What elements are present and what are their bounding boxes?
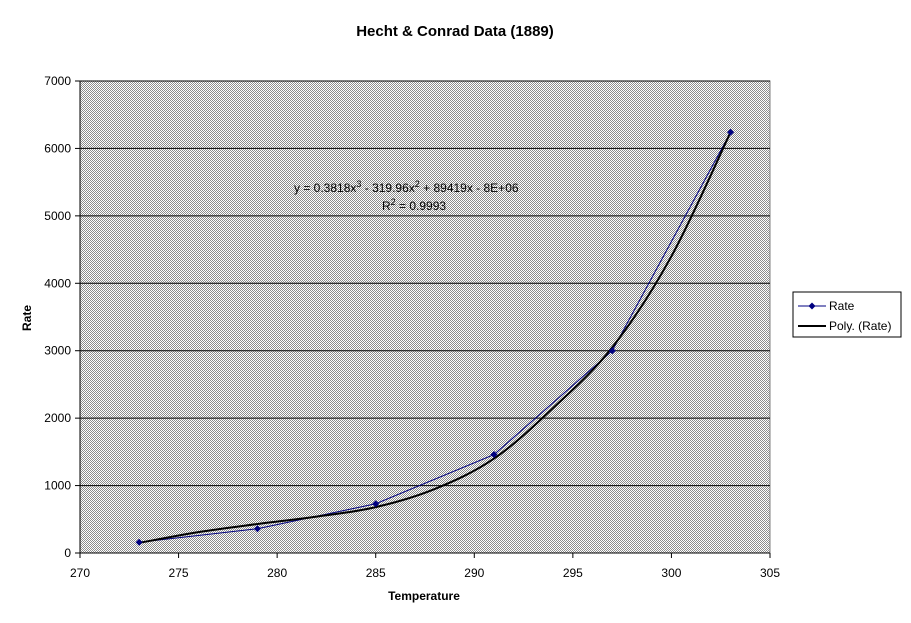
y-tick-label-1: 1000 bbox=[44, 479, 71, 493]
y-tick-label-5: 5000 bbox=[44, 209, 71, 223]
legend-rate-label: Rate bbox=[829, 299, 855, 313]
y-tick-label-0: 0 bbox=[64, 546, 71, 560]
data-point-0 bbox=[135, 538, 143, 546]
x-tick-label-1: 275 bbox=[169, 566, 189, 580]
legend: Rate Poly. (Rate) bbox=[792, 291, 902, 338]
legend-poly-label: Poly. (Rate) bbox=[829, 319, 891, 333]
trendline-r-squared: R2 = 0.9993 bbox=[382, 197, 446, 213]
x-tick-label-2: 280 bbox=[267, 566, 287, 580]
data-point-5 bbox=[727, 128, 735, 136]
legend-box bbox=[792, 291, 902, 338]
y-axis-title: Rate bbox=[20, 305, 34, 331]
x-tick-label-6: 300 bbox=[661, 566, 681, 580]
series-rate-line bbox=[139, 131, 732, 543]
x-tick-label-4: 290 bbox=[464, 566, 484, 580]
x-tick-label-5: 295 bbox=[563, 566, 583, 580]
y-tick-label-2: 2000 bbox=[44, 411, 71, 425]
chart-title: Hecht & Conrad Data (1889) bbox=[356, 23, 554, 40]
plot-area bbox=[79, 80, 771, 554]
trendline-equation: y = 0.3818x3 - 319.96x2 + 89419x - 8E+06 bbox=[294, 179, 519, 195]
data-point-3 bbox=[490, 451, 498, 459]
y-tick-label-7: 7000 bbox=[44, 74, 71, 88]
data-point-4 bbox=[608, 347, 616, 355]
x-tick-label-7: 305 bbox=[760, 566, 780, 580]
y-tick-label-4: 4000 bbox=[44, 276, 71, 290]
data-point-2 bbox=[372, 500, 380, 508]
y-tick-label-3: 3000 bbox=[44, 344, 71, 358]
data-point-1 bbox=[253, 525, 261, 533]
y-tick-label-6: 6000 bbox=[44, 141, 71, 155]
legend-rate-marker bbox=[808, 302, 816, 310]
trendline-poly bbox=[138, 131, 732, 544]
x-tick-label-3: 285 bbox=[366, 566, 386, 580]
x-tick-label-0: 270 bbox=[70, 566, 90, 580]
x-axis-title: Temperature bbox=[388, 589, 460, 603]
